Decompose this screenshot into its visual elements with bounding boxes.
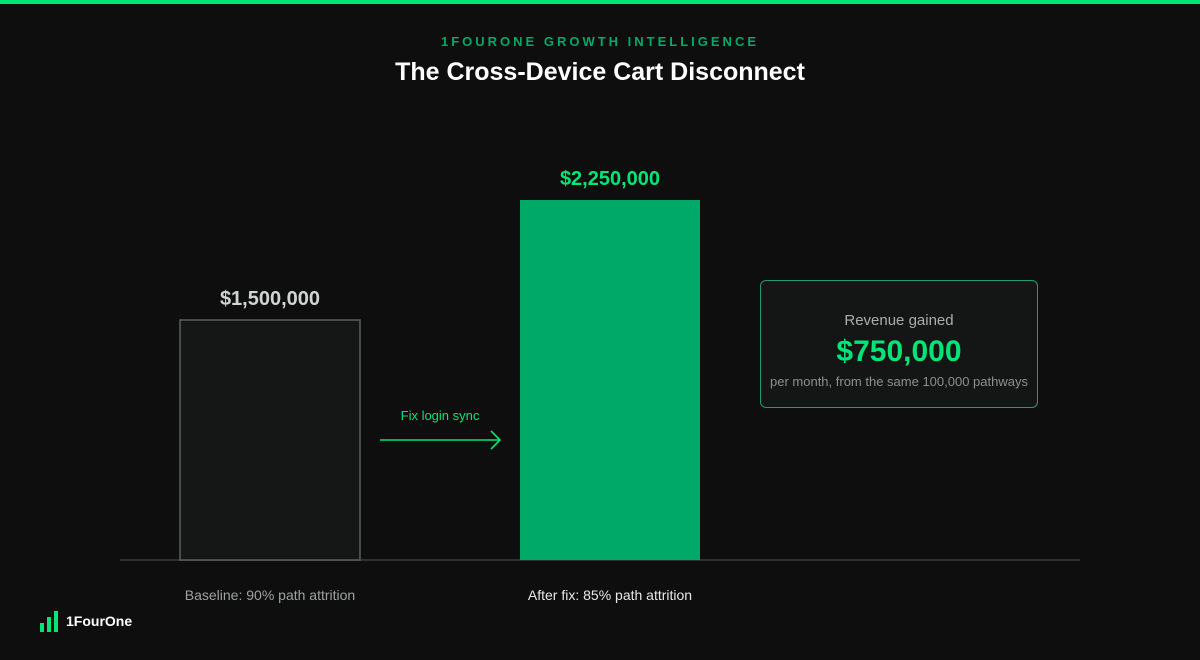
value-label-after-fix: $2,250,000	[560, 168, 660, 190]
brand-name: 1FourOne	[66, 613, 133, 629]
callout-note: per month, from the same 100,000 pathway…	[770, 374, 1028, 389]
top-accent-bar	[0, 0, 1200, 4]
value-label-baseline: $1,500,000	[220, 288, 320, 310]
revenue-callout: Revenue gained $750,000 per month, from …	[760, 280, 1038, 408]
arrow-right-icon	[380, 430, 502, 450]
brand-logo: 1FourOne	[40, 610, 132, 632]
category-label-baseline: Baseline: 90% path attrition	[185, 587, 355, 603]
eyebrow-label: 1FOURONE GROWTH INTELLIGENCE	[441, 34, 759, 49]
category-label-after-fix: After fix: 85% path attrition	[528, 587, 692, 603]
callout-label: Revenue gained	[844, 312, 954, 329]
annotation-label: Fix login sync	[401, 408, 480, 423]
bar-chart-logo-icon	[40, 611, 58, 632]
bar-after-fix	[520, 200, 700, 560]
bar-baseline	[179, 319, 361, 561]
callout-value: $750,000	[836, 335, 962, 368]
chart-title: The Cross-Device Cart Disconnect	[395, 58, 805, 86]
